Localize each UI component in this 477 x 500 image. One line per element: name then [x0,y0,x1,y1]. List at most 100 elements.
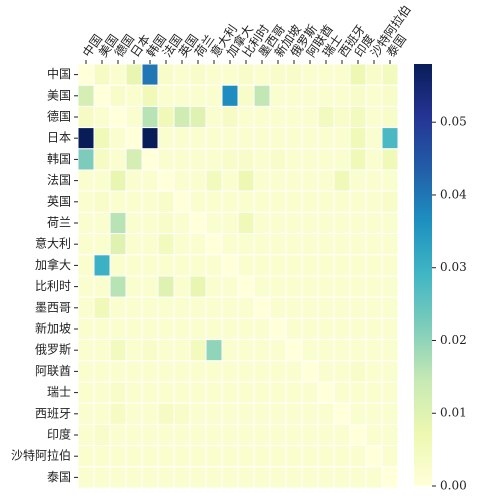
cell [125,148,143,171]
cell [205,254,223,277]
cell [221,211,239,235]
cell [285,127,303,150]
cell [205,190,223,213]
cell [301,423,319,447]
cell [109,275,127,298]
cell [381,169,399,192]
cell [221,254,239,277]
cell [285,169,303,192]
cell [269,296,287,319]
cell [93,148,111,171]
cell [93,127,111,150]
cell [349,169,367,192]
cell [221,296,239,319]
cell [365,360,383,383]
cell [125,360,143,383]
cell [77,211,95,235]
cell [77,296,95,319]
cell [285,402,303,425]
cell [253,275,271,298]
y-tick-label: 英国 [47,194,71,208]
cell [189,339,207,362]
cell [125,275,143,298]
colorbar-tick-label: 0.05 [440,115,467,129]
cell [205,211,223,235]
cell [93,423,111,447]
cell [301,190,319,213]
cell [333,296,351,319]
cell [301,105,319,129]
cell [349,402,367,425]
cell [141,233,159,256]
cell [189,296,207,319]
cell [141,423,159,447]
cell [141,445,159,468]
cell [381,127,399,150]
cell [205,466,223,489]
cell [317,339,335,362]
cell [317,63,335,86]
cell [189,190,207,213]
cell [269,233,287,256]
cell [285,296,303,319]
cell [365,127,383,150]
cell [285,105,303,129]
cell [301,233,319,256]
cell [77,84,95,107]
cell [349,211,367,235]
cell [205,63,223,86]
cell [221,445,239,468]
cell [301,296,319,319]
cell [173,148,191,171]
cell [93,84,111,107]
cell [109,211,127,235]
cell [205,339,223,362]
cell [349,254,367,277]
cell [285,466,303,489]
cell [141,190,159,213]
cell [381,381,399,404]
cell [189,105,207,129]
cell [141,339,159,362]
cell [285,423,303,447]
cell [141,275,159,298]
cell [317,254,335,277]
cell [109,233,127,256]
cell [365,63,383,86]
cell [173,339,191,362]
y-tick-label: 俄罗斯 [35,343,71,357]
cell [285,445,303,468]
cell [125,402,143,425]
cell [301,317,319,341]
cell [173,84,191,107]
cell [173,169,191,192]
cell [349,190,367,213]
cell [205,105,223,129]
y-tick-label: 美国 [47,88,71,102]
cell [221,423,239,447]
cell [173,423,191,447]
y-tick-label: 墨西哥 [35,300,71,314]
cell [157,233,175,256]
colorbar [414,64,432,486]
cell [253,190,271,213]
cell [365,402,383,425]
cell [221,63,239,86]
cell [269,127,287,150]
cell [157,423,175,447]
cell [109,381,127,404]
cell [221,190,239,213]
cell [333,402,351,425]
cell [173,233,191,256]
cell [317,445,335,468]
cell [269,84,287,107]
cell [317,381,335,404]
cell [365,339,383,362]
cell [93,169,111,192]
cell [253,423,271,447]
cell [157,169,175,192]
cell [141,105,159,129]
y-tick-label: 法国 [47,173,71,187]
cell [93,233,111,256]
cell [173,466,191,489]
